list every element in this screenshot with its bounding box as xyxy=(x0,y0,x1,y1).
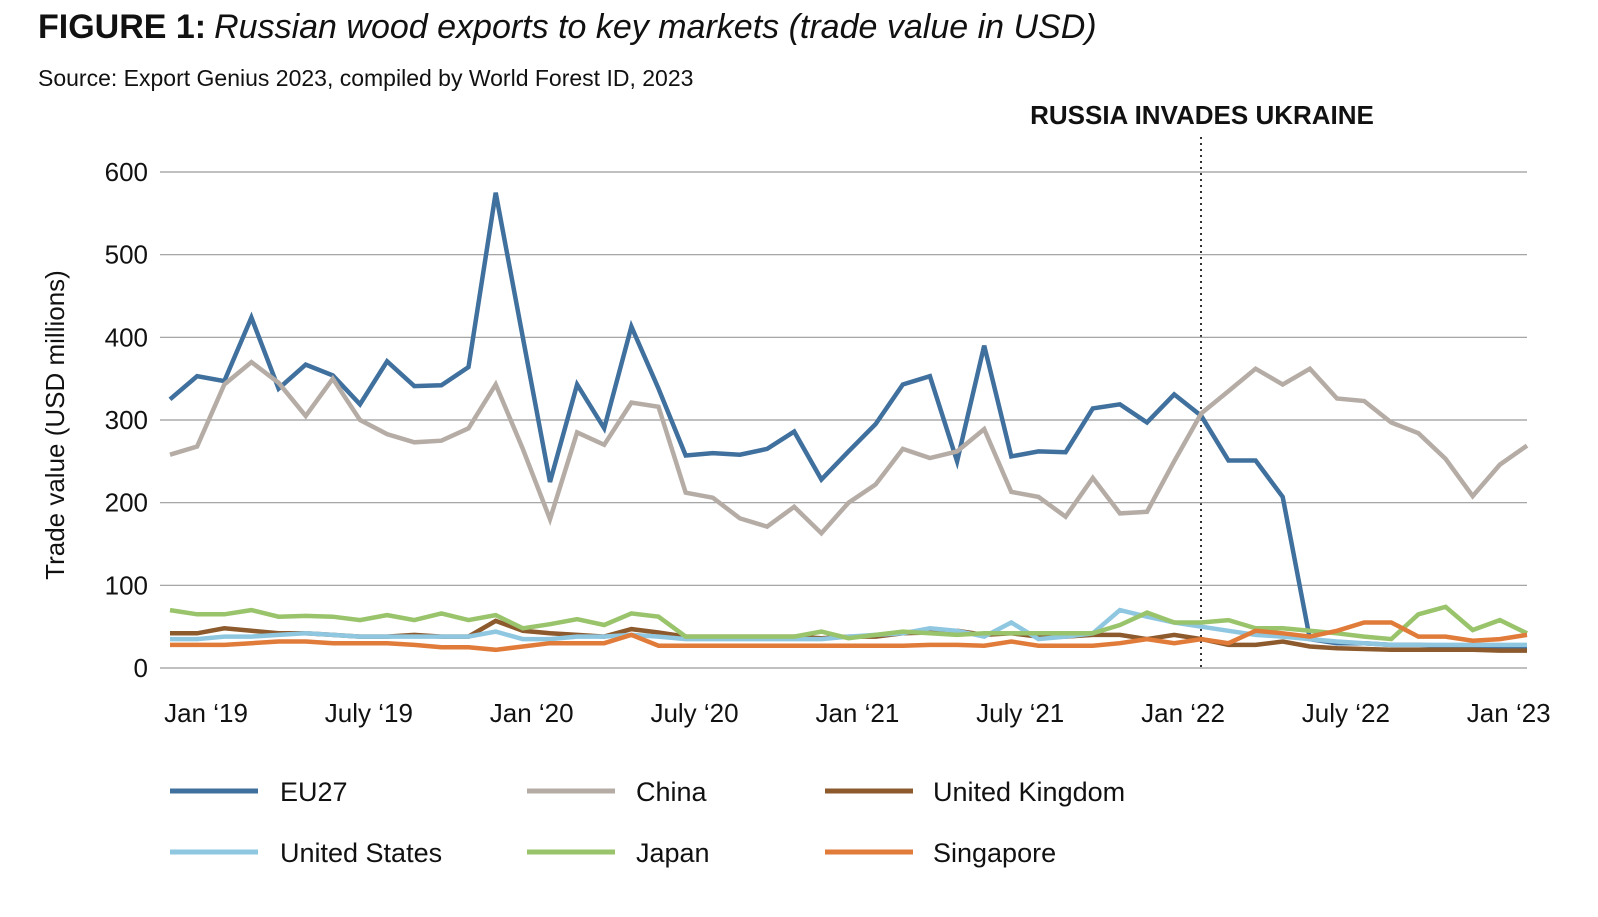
legend-item: Singapore xyxy=(825,838,1056,868)
x-tick-label: Jan ‘21 xyxy=(815,698,899,728)
y-tick-label: 300 xyxy=(105,405,148,435)
legend-label: United Kingdom xyxy=(933,777,1125,807)
x-tick-label: Jan ‘20 xyxy=(490,698,574,728)
legend-label: Singapore xyxy=(933,838,1056,868)
y-tick-label: 200 xyxy=(105,488,148,518)
x-tick-label: July ‘20 xyxy=(650,698,738,728)
y-tick-label: 0 xyxy=(134,653,148,683)
legend-label: EU27 xyxy=(280,777,348,807)
x-tick-label: July ‘19 xyxy=(325,698,413,728)
x-tick-label: Jan ‘19 xyxy=(164,698,248,728)
legend-item: China xyxy=(527,777,708,807)
x-tick-label: Jan ‘23 xyxy=(1467,698,1551,728)
legend-item: EU27 xyxy=(170,777,348,807)
title-prefix: FIGURE 1: xyxy=(38,8,206,46)
series-line xyxy=(169,359,1529,537)
series-line xyxy=(168,192,1527,650)
y-tick-label: 600 xyxy=(105,157,148,187)
series-line xyxy=(169,604,1528,642)
title-text: Russian wood exports to key markets (tra… xyxy=(214,8,1096,46)
subtitle: Source: Export Genius 2023, compiled by … xyxy=(38,65,693,91)
chart-title: FIGURE 1: Russian wood exports to key mar… xyxy=(38,8,1097,46)
x-tick-label: July ‘22 xyxy=(1302,698,1390,728)
x-tick-label: Jan ‘22 xyxy=(1141,698,1225,728)
series-line xyxy=(170,620,1528,653)
y-tick-label: 500 xyxy=(105,240,148,270)
y-tick-label: 400 xyxy=(105,322,148,352)
legend-label: Japan xyxy=(636,838,710,868)
legend-item: Japan xyxy=(527,838,710,868)
legend-item: United Kingdom xyxy=(825,777,1125,807)
y-axis-label: Trade value (USD millions) xyxy=(40,270,70,580)
x-tick-label: July ‘21 xyxy=(976,698,1064,728)
legend-item: United States xyxy=(170,838,442,868)
grid xyxy=(160,171,1527,669)
legend-label: United States xyxy=(280,838,442,868)
legend-label: China xyxy=(636,777,708,807)
y-tick-label: 100 xyxy=(105,570,148,600)
annotation: RUSSIA INVADES UKRAINE xyxy=(1030,100,1374,130)
